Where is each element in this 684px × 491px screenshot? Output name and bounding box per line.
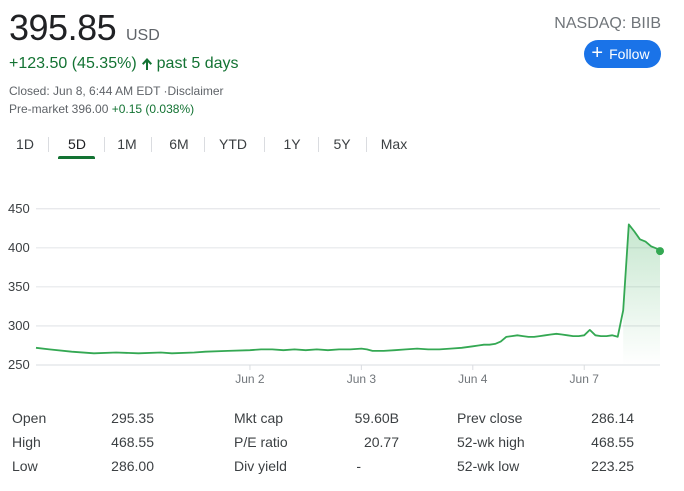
stat-label-52wk-low: 52-wk low: [457, 458, 520, 474]
tab-divider: [151, 137, 152, 152]
stat-label-mkt-cap: Mkt cap: [234, 410, 284, 426]
price-chart[interactable]: 250 300 350 400 450 Jun 2 Jun 3 Jun 4 Jun 7: [0, 183, 684, 393]
tab-divider: [104, 137, 105, 152]
stat-value-52wk-low: 223.25: [591, 458, 634, 474]
stat-value-low: 286.00: [111, 458, 154, 474]
tab-5y[interactable]: 5Y: [333, 136, 351, 152]
premarket-change: +0.15 (0.038%): [111, 102, 195, 116]
change-value: +123.50 (45.35%): [9, 55, 137, 72]
series-line-biib: [35, 223, 661, 355]
tab-6m[interactable]: 6M: [169, 136, 189, 152]
tab-divider: [204, 137, 205, 152]
stat-label-low: Low: [12, 458, 38, 474]
exchange-ticker: NASDAQ: BIIB: [554, 15, 661, 32]
x-tick-label: Jun 3: [347, 372, 377, 386]
price-change: +123.50 (45.35%) past 5 days: [9, 54, 238, 74]
stat-label-prev-close: Prev close: [457, 410, 523, 426]
x-tick-label: Jun 2: [235, 372, 265, 386]
stock-price: 395.85: [9, 7, 117, 48]
stat-value-prev-close: 286.14: [591, 410, 634, 426]
tab-1y[interactable]: 1Y: [283, 136, 301, 152]
x-tick-label: Jun 7: [570, 372, 600, 386]
tab-divider: [48, 137, 49, 152]
stat-label-open: Open: [12, 410, 47, 426]
tab-5d[interactable]: 5D: [68, 136, 86, 152]
tab-ytd[interactable]: YTD: [219, 136, 247, 152]
stat-label-high: High: [12, 434, 41, 450]
tab-1m[interactable]: 1M: [117, 136, 137, 152]
arrow-up-icon: [141, 58, 152, 70]
stat-value-open: 295.35: [111, 410, 154, 426]
market-status: Closed: Jun 8, 6:44 AM EDT ·Disclaimer: [9, 84, 224, 98]
stat-value-52wk-high: 468.55: [591, 434, 634, 450]
premarket-info: Pre-market 396.00 +0.15 (0.038%): [9, 101, 194, 117]
y-tick-label: 350: [8, 279, 30, 294]
stat-label-div-yield: Div yield: [234, 458, 287, 474]
currency-label: USD: [126, 27, 160, 44]
x-tick-label: Jun 4: [458, 372, 488, 386]
tab-divider: [366, 137, 367, 152]
premarket-label: Pre-market 396.00: [9, 102, 109, 116]
change-period: past 5 days: [156, 55, 239, 72]
stat-label-pe-ratio: P/E ratio: [234, 434, 288, 450]
stat-value-high: 468.55: [111, 434, 154, 450]
follow-button[interactable]: + Follow: [584, 40, 661, 68]
y-tick-label: 450: [8, 201, 30, 216]
tab-divider: [318, 137, 319, 152]
y-tick-label: 400: [8, 240, 30, 255]
tab-max[interactable]: Max: [380, 136, 408, 152]
stat-label-52wk-high: 52-wk high: [457, 434, 525, 450]
follow-label: Follow: [609, 46, 650, 62]
plus-icon: +: [591, 42, 604, 64]
y-tick-label: 250: [8, 357, 30, 372]
stat-value-mkt-cap: 59.60B: [354, 410, 399, 426]
series-area-biib: [623, 224, 660, 365]
active-tab-indicator: [58, 156, 95, 159]
tab-divider: [264, 137, 265, 152]
stat-value-div-yield: -: [356, 458, 361, 474]
key-stats: Open 295.35 High 468.55 Low 286.00 Mkt c…: [0, 402, 684, 482]
last-price-point: [656, 247, 664, 256]
tab-1d[interactable]: 1D: [16, 136, 34, 152]
y-tick-label: 300: [8, 318, 30, 333]
stat-value-pe-ratio: 20.77: [363, 434, 399, 450]
range-tabs: 1D 5D 1M 6M YTD 1Y 5Y Max: [0, 130, 430, 160]
